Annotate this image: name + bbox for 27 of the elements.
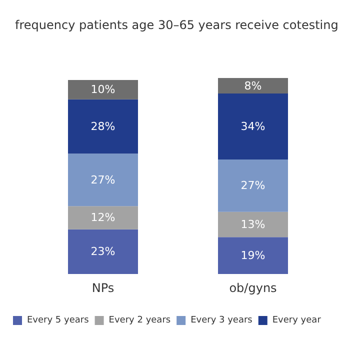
data-label: 12% (90, 211, 116, 224)
bar (68, 80, 138, 100)
data-label: 10% (90, 83, 116, 96)
bar (218, 78, 288, 94)
bar (218, 237, 288, 274)
data-label: 34% (240, 120, 266, 134)
legend-label: Every 3 years (190, 316, 253, 326)
chart-title: frequency patients age 30–65 years receive cotesting (15, 18, 338, 32)
data-label: 28% (90, 120, 116, 134)
data-label: 27% (240, 179, 266, 192)
bar (218, 212, 288, 238)
legend-label: Every year (272, 316, 322, 326)
data-label: 13% (240, 218, 266, 232)
bar (68, 206, 138, 230)
x-tick-label: NPs (92, 281, 114, 295)
data-label: 23% (90, 245, 116, 258)
x-tick-label: ob/gyns (229, 281, 277, 295)
data-label: 8% (244, 79, 262, 92)
bar (68, 99, 138, 154)
bar (218, 94, 288, 160)
bar (218, 160, 288, 212)
data-label: 19% (240, 249, 266, 262)
legend-label: Every 5 years (27, 316, 90, 326)
bar (68, 154, 138, 206)
legend-label: Every 2 years (108, 316, 171, 326)
bar (68, 229, 138, 274)
data-label: 27% (90, 173, 116, 186)
